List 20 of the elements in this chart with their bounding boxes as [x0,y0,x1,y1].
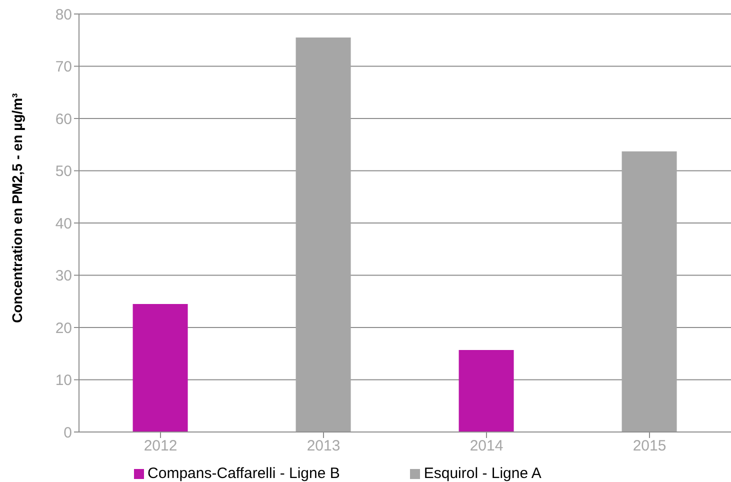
legend-label: Compans-Caffarelli - Ligne B [148,465,340,482]
y-tick-label: 40 [55,215,72,232]
x-tick-label: 2014 [470,438,504,455]
y-tick-label: 50 [55,163,72,180]
y-tick-label: 30 [55,268,72,285]
y-tick-label: 80 [55,6,72,24]
y-tick-label: 20 [55,320,72,337]
y-tick-label: 70 [55,58,72,76]
legend-label: Esquirol - Ligne A [424,465,542,482]
x-tick-label: 2015 [632,438,666,455]
x-tick-label: 2013 [306,438,340,455]
bar [296,38,351,432]
bar [458,350,514,432]
bar [132,304,188,432]
x-tick-label: 2012 [144,438,178,455]
bar [622,151,677,432]
y-tick-label: 0 [64,424,72,442]
y-tick-label: 10 [55,372,72,390]
y-axis-title: Concentration en PM2,5 - en µg/m³ [8,92,25,323]
y-tick-label: 60 [55,110,72,128]
